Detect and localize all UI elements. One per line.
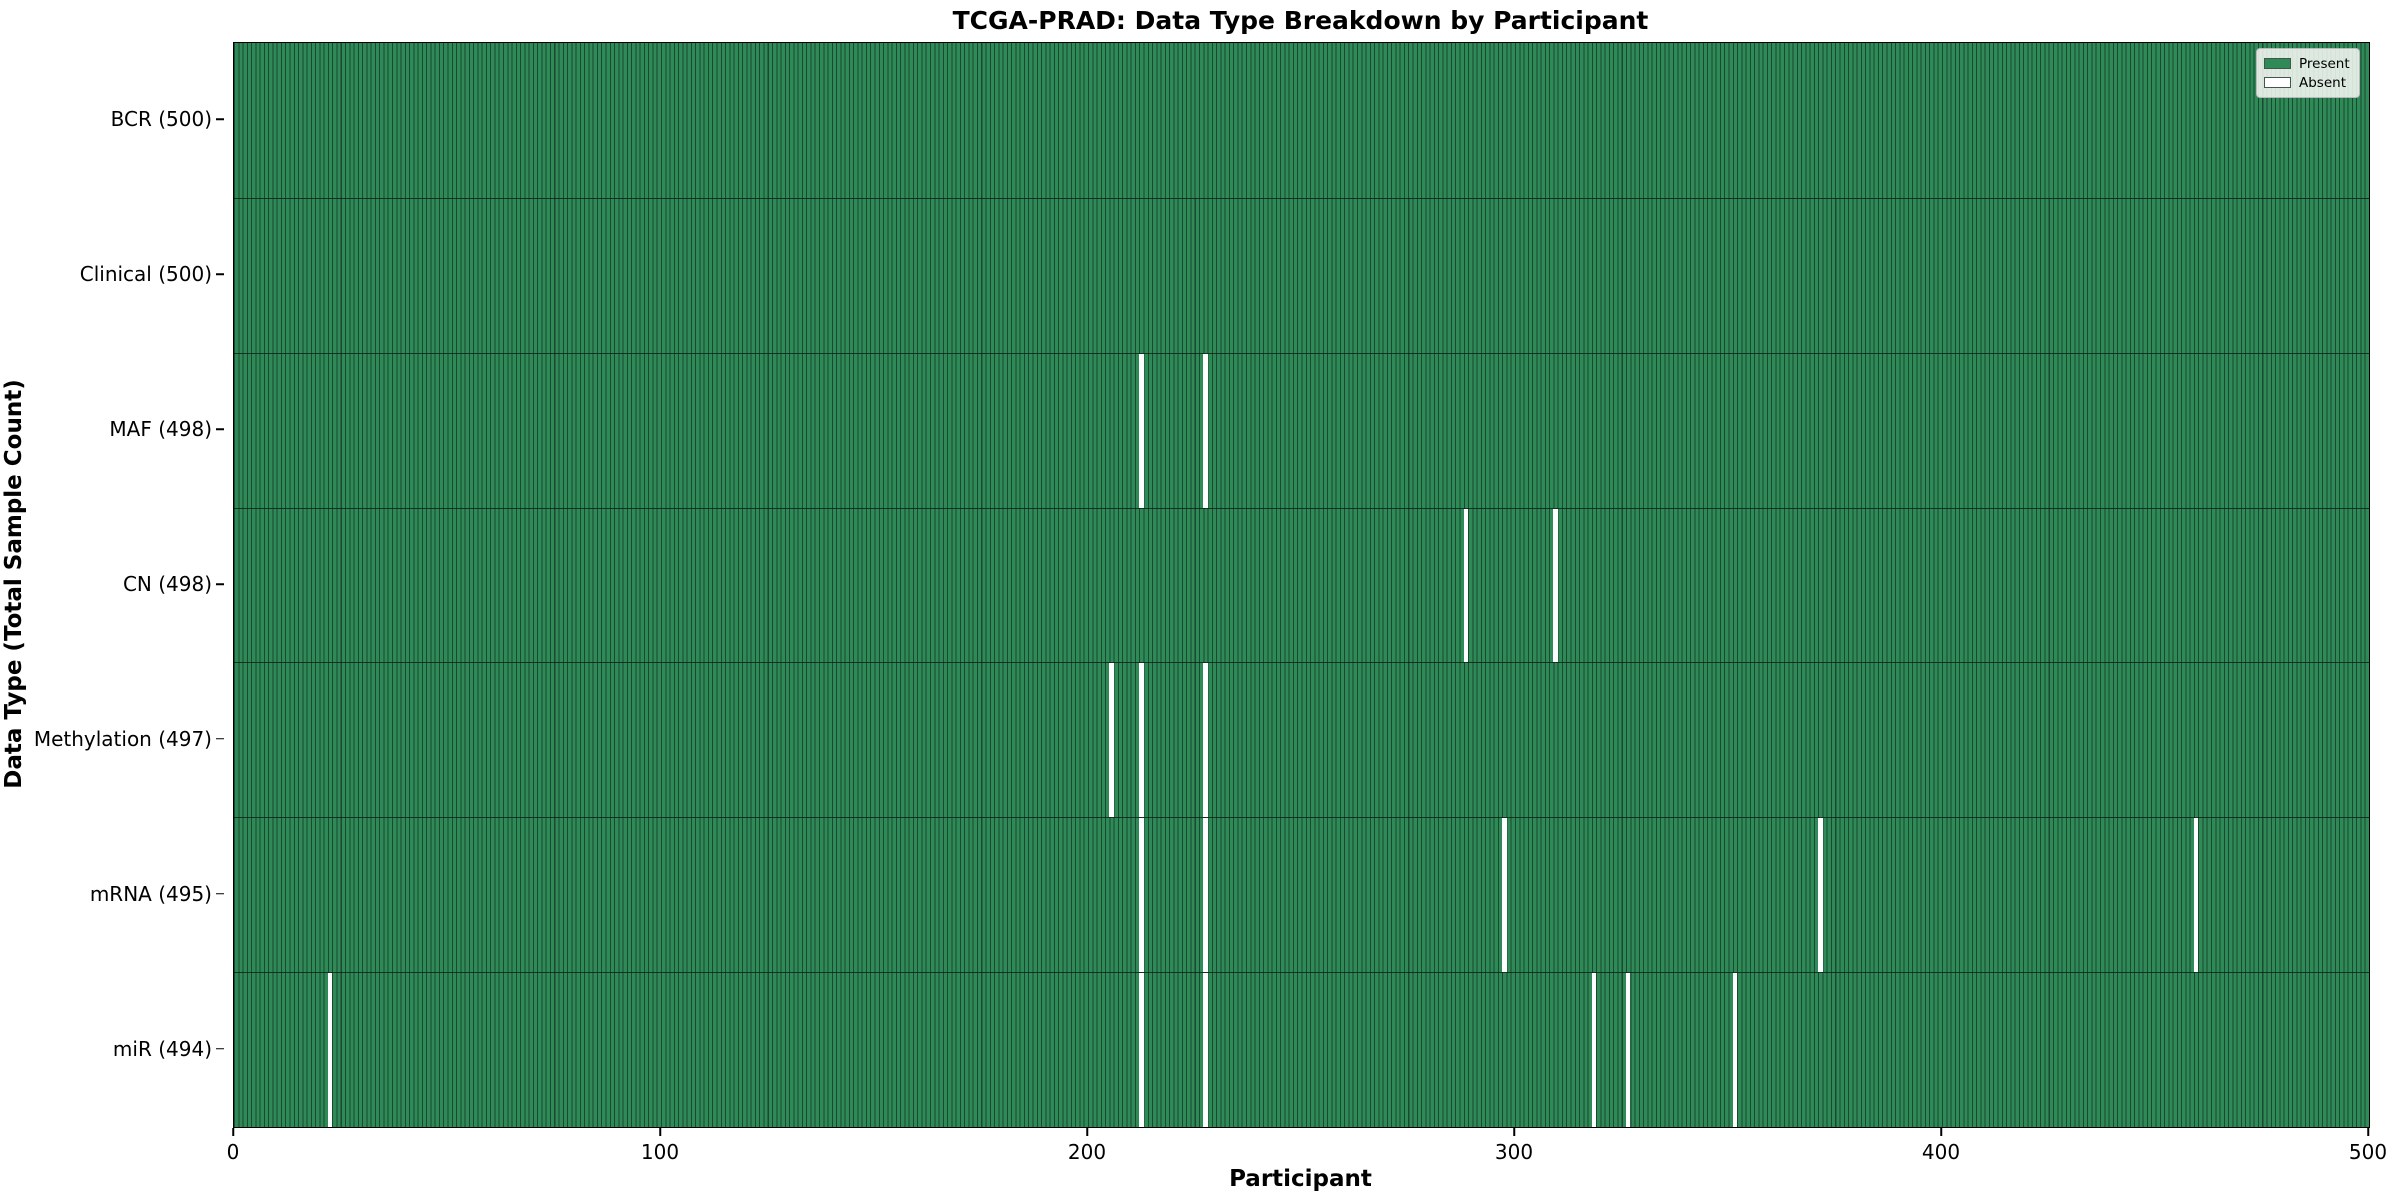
y-tick-label-MAF: MAF (498) [109,417,212,442]
x-axis: 0 100 200 300 400 500 [227,1127,2387,1178]
absent-gap-miR-212 [1139,973,1144,1127]
chart-title: TCGA-PRAD: Data Type Breakdown by Partic… [952,6,1649,35]
y-tick-label-mRNA: mRNA (495) [89,881,212,906]
absent-gap-Methylation-227 [1203,663,1208,818]
y-tick-mark-miR [216,1047,224,1050]
y-tick-label-Methylation: Methylation (497) [33,726,212,751]
legend-swatch-present [2264,58,2291,69]
absent-gap-mRNA-227 [1203,818,1208,973]
absent-gap-miR-22 [327,973,333,1127]
absent-gap-MAF-212 [1139,353,1144,508]
x-tick-mark-300 [1513,1127,1515,1136]
y-tick-label-Clinical: Clinical (500) [79,262,212,287]
y-tick-label-CN: CN (498) [122,572,212,596]
x-tick-mark-100 [659,1127,661,1136]
absent-gap-Methylation-205 [1109,663,1114,818]
absent-gap-miR-326 [1626,973,1631,1127]
legend-label-present: Present [2299,55,2350,72]
absent-gap-CN-288 [1463,508,1469,663]
x-tick-label-400: 400 [1921,1139,1961,1164]
absent-gap-mRNA-459 [2193,818,2199,973]
absent-gap-CN-309 [1553,508,1558,663]
chart-row-mRNA [234,817,2369,973]
x-tick-label-300: 300 [1494,1139,1534,1164]
absent-gap-Methylation-212 [1139,663,1144,818]
y-tick-mark-MAF [216,428,224,430]
legend-item-present: Present [2264,54,2351,73]
y-tick-mark-Clinical [216,273,224,276]
y-tick-labels: BCR (500) Clinical (500) MAF (498) CN (498)… [0,42,224,1126]
y-tick-mark-BCR [216,118,224,121]
plot-area [233,42,2370,1128]
absent-gap-mRNA-371 [1818,818,1823,973]
y-tick-mark-CN [216,583,224,585]
absent-gap-mRNA-212 [1139,818,1144,973]
absent-gap-miR-351 [1732,973,1738,1127]
x-tick-mark-400 [1940,1127,1942,1136]
legend-swatch-absent [2264,77,2291,88]
legend-label-absent: Absent [2299,74,2346,91]
y-tick-label-BCR: BCR (500) [110,107,212,132]
x-tick-label-100: 100 [640,1139,680,1164]
y-tick-mark-mRNA [216,892,224,895]
chart-row-CN [234,507,2369,663]
x-tick-label-200: 200 [1067,1139,1107,1164]
chart-row-Clinical [234,197,2369,353]
x-tick-mark-500 [2367,1127,2369,1136]
x-tick-mark-0 [232,1127,234,1136]
chart-row-Methylation [234,662,2369,818]
absent-gap-mRNA-297 [1502,818,1507,973]
chart-row-MAF [234,352,2369,508]
legend: Present Absent [2256,48,2360,98]
x-axis-label: Participant [1229,1166,1372,1192]
x-tick-label-0: 0 [226,1139,240,1164]
chart-row-miR [234,972,2369,1127]
chart-row-BCR [234,43,2369,198]
absent-gap-miR-227 [1203,973,1208,1127]
y-tick-label-miR: miR (494) [112,1036,212,1061]
absent-gap-MAF-227 [1203,353,1208,508]
x-tick-label-500: 500 [2348,1139,2388,1164]
legend-item-absent: Absent [2264,73,2351,92]
y-tick-mark-Methylation [216,738,224,740]
absent-gap-miR-318 [1591,973,1597,1127]
x-tick-mark-200 [1086,1127,1088,1136]
